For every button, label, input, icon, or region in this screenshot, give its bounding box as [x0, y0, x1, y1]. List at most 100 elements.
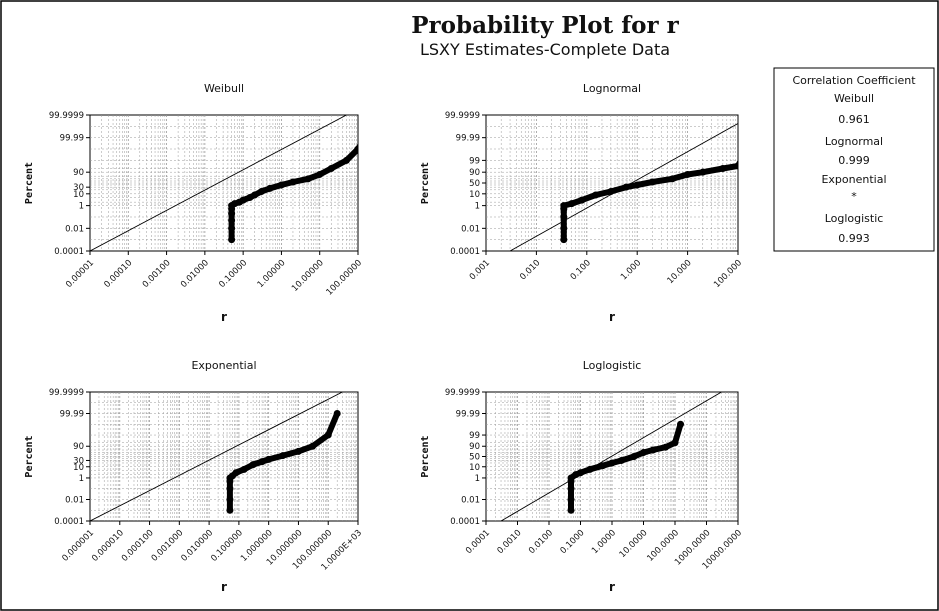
data-point	[662, 443, 670, 451]
data-point	[289, 178, 297, 186]
data-point	[354, 145, 358, 153]
data-point	[648, 178, 656, 186]
data-point	[249, 461, 257, 469]
fit-line	[90, 392, 343, 521]
y-tick-label: 99.9999	[445, 111, 480, 121]
y-tick-label: 10	[73, 463, 84, 473]
y-tick-label: 30	[73, 183, 84, 193]
legend-weibull-value: 0.961	[838, 113, 870, 126]
data-point	[228, 224, 236, 232]
data-point	[577, 469, 584, 477]
y-tick-label: 99.9999	[49, 388, 84, 398]
legend-exponential-name: Exponential	[821, 173, 886, 186]
data-point	[567, 485, 575, 493]
legend-loglogistic-name: Loglogistic	[825, 212, 884, 225]
data-point	[560, 213, 568, 221]
data-point	[684, 170, 692, 178]
data-point	[677, 420, 685, 428]
data-point	[567, 506, 575, 514]
x-axis-label: r	[609, 580, 615, 594]
legend-loglogistic-value: 0.993	[838, 232, 870, 245]
plot-content	[509, 122, 738, 251]
data-point	[608, 459, 616, 467]
y-tick-label: 99.99	[456, 410, 480, 420]
data-point	[266, 184, 274, 192]
fit-line	[500, 392, 722, 521]
data-point	[239, 196, 247, 204]
y-axis-label: Percent	[420, 162, 431, 204]
y-tick-label: 0.01	[65, 495, 84, 505]
panel-title: Loglogistic	[583, 359, 642, 372]
y-axis-label: Percent	[24, 435, 35, 477]
y-tick-label: 90	[469, 442, 480, 452]
data-point	[226, 506, 234, 514]
y-tick-label: 0.0001	[54, 517, 84, 527]
legend-lognormal-name: Lognormal	[825, 135, 883, 148]
data-point	[324, 431, 332, 439]
x-axis-label: r	[221, 310, 227, 324]
y-tick-label: 0.0001	[54, 247, 84, 257]
y-tick-label: 1	[79, 474, 84, 484]
data-point	[592, 191, 600, 199]
data-point	[232, 469, 240, 477]
data-point	[699, 168, 707, 176]
panel-title: Weibull	[204, 82, 244, 95]
data-point	[560, 224, 568, 232]
x-axis-label: r	[221, 580, 227, 594]
figure-subtitle: LSXY Estimates-Complete Data	[420, 40, 670, 59]
data-point	[578, 196, 586, 204]
data-point	[277, 181, 285, 189]
data-point	[265, 455, 273, 463]
legend-weibull-name: Weibull	[834, 92, 874, 105]
data-point	[228, 236, 236, 244]
data-point	[734, 162, 738, 170]
fit-line	[90, 115, 347, 251]
data-point	[586, 465, 594, 473]
y-tick-label: 99	[469, 156, 480, 166]
data-point	[617, 456, 625, 464]
data-point	[304, 175, 312, 183]
data-point	[671, 439, 679, 447]
data-point	[567, 495, 575, 503]
data-point	[633, 181, 641, 189]
y-tick-label: 99.9999	[445, 388, 480, 398]
data-trace	[226, 410, 341, 514]
data-point	[560, 236, 568, 244]
y-axis-label: Percent	[420, 435, 431, 477]
y-tick-label: 10	[469, 463, 480, 473]
legend-lognormal-value: 0.999	[838, 154, 870, 167]
y-tick-label: 90	[469, 168, 480, 178]
plot-content	[90, 115, 358, 251]
panel-title: Exponential	[191, 359, 256, 372]
figure-title: Probability Plot for r	[411, 12, 679, 39]
correlation-legend: Correlation Coefficient Weibull 0.961 Lo…	[773, 67, 935, 252]
y-tick-label: 0.01	[65, 224, 84, 234]
x-axis-label: r	[609, 310, 615, 324]
y-tick-label: 90	[73, 442, 84, 452]
y-tick-label: 10	[73, 190, 84, 200]
data-point	[251, 191, 259, 199]
data-point	[327, 165, 335, 173]
y-axis-label: Percent	[24, 162, 35, 204]
data-point	[607, 188, 615, 196]
legend-exponential-value: *	[851, 190, 857, 203]
data-point	[599, 462, 607, 470]
y-tick-label: 99.9999	[49, 111, 84, 121]
y-tick-label: 90	[73, 168, 84, 178]
data-point	[622, 183, 630, 191]
y-tick-label: 1	[475, 202, 480, 212]
data-point	[240, 465, 248, 473]
data-point	[668, 175, 676, 183]
y-tick-label: 99	[469, 431, 480, 441]
y-tick-label: 50	[469, 179, 480, 189]
y-tick-label: 99.99	[60, 134, 84, 144]
data-point	[294, 447, 302, 455]
panel-title: Lognormal	[583, 82, 641, 95]
data-point	[279, 452, 287, 460]
y-tick-label: 0.01	[461, 224, 480, 234]
plot-content	[500, 392, 722, 521]
data-point	[316, 170, 324, 178]
data-point	[309, 442, 317, 450]
